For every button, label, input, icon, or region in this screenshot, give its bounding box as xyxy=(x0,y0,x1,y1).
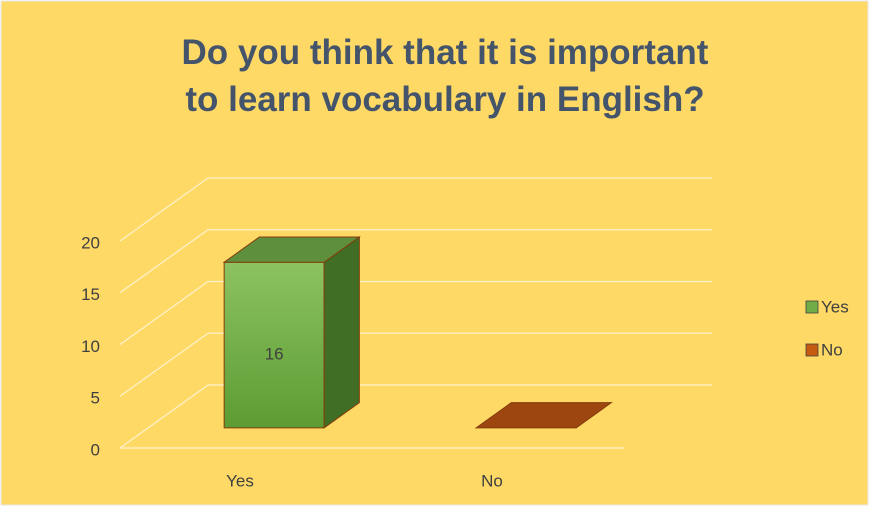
grid-line xyxy=(119,384,209,449)
x-tick-label: No xyxy=(481,471,503,490)
grid-line xyxy=(119,229,209,294)
legend-swatch xyxy=(805,300,819,314)
y-tick-label: 5 xyxy=(91,389,100,408)
legend-label: No xyxy=(821,340,843,359)
chart-title: Do you think that it is important to lear… xyxy=(182,33,709,119)
grid-line xyxy=(119,281,209,345)
grid-line xyxy=(119,177,209,242)
legend-swatch xyxy=(805,343,819,357)
bar-top xyxy=(474,402,613,429)
y-tick-label: 15 xyxy=(81,285,100,304)
legend-label: Yes xyxy=(821,297,849,316)
bar xyxy=(474,402,613,429)
bar-side xyxy=(323,236,360,429)
y-tick-label: 10 xyxy=(81,337,100,356)
y-tick-label: 20 xyxy=(81,233,100,252)
grid-line xyxy=(119,332,209,397)
bar xyxy=(222,236,361,429)
x-tick-label: Yes xyxy=(226,471,254,490)
y-tick-label: 0 xyxy=(91,440,100,459)
data-label: 16 xyxy=(265,345,284,364)
bar-top xyxy=(222,236,361,263)
